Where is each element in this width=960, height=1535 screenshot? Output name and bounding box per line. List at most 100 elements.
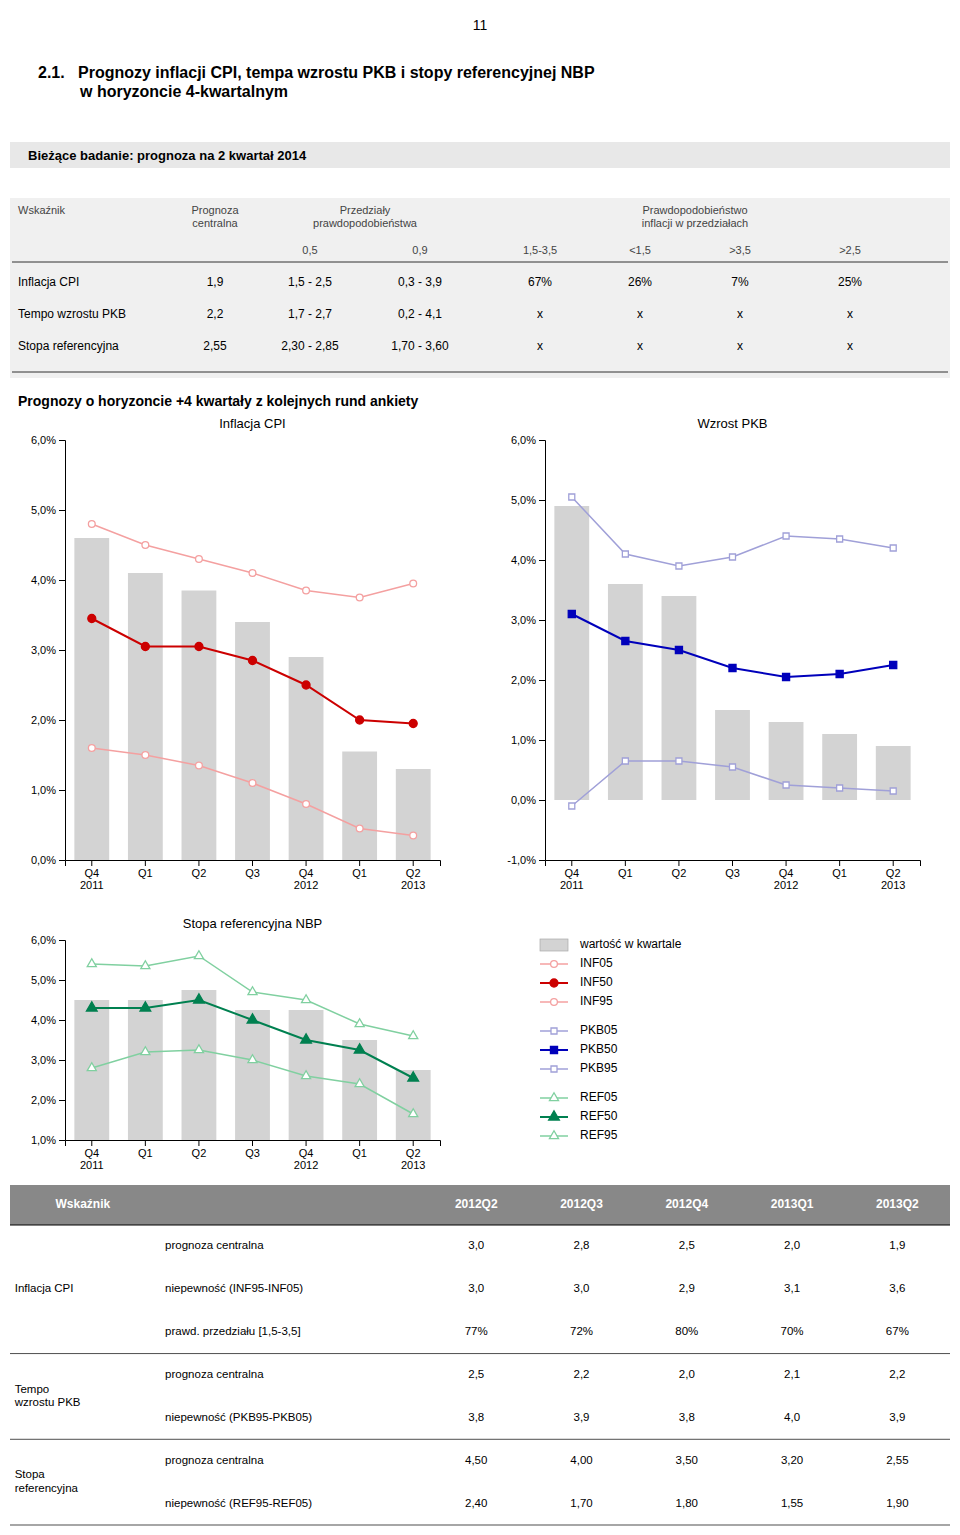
line — [572, 497, 893, 566]
bar — [396, 1070, 431, 1140]
line — [92, 1000, 413, 1078]
tick-label: 2,0% — [511, 674, 536, 686]
bar — [182, 990, 217, 1140]
y-tick: 6,0% — [31, 434, 65, 446]
line — [92, 748, 413, 836]
legend: wartość w kwartaleINF05INF50INF95PKB05PK… — [540, 937, 682, 1142]
table-rule — [12, 372, 948, 373]
tick-mark — [59, 440, 65, 441]
table-cell: 72% — [570, 1325, 593, 1337]
x-tick: Q3 — [245, 1140, 260, 1159]
text-line: 1,9 — [889, 1239, 905, 1251]
y-tick: 6,0% — [511, 434, 545, 446]
table-cell: 4,0 — [784, 1411, 800, 1423]
table-cell: niepewność (REF95-REF05) — [165, 1497, 312, 1509]
table-cell: x — [737, 307, 743, 321]
text-line: 2012 — [774, 879, 798, 891]
text-line: x — [637, 307, 643, 321]
x-tick: Q3 — [245, 860, 260, 879]
legend-swatch — [551, 1066, 557, 1072]
info-table: WskaźnikPrognozacentralnaPrzedziałyprawd… — [10, 198, 950, 378]
y-tick: 0,0% — [511, 794, 545, 806]
legend-item: PKB50 — [540, 1042, 618, 1056]
text-line: 72% — [570, 1325, 593, 1337]
tick-mark — [59, 650, 65, 651]
tick-mark — [198, 1140, 199, 1146]
tick-mark — [571, 860, 572, 866]
tick-mark — [539, 680, 545, 681]
bar-series — [74, 538, 430, 860]
text-line: 11 — [473, 17, 488, 33]
marker — [356, 825, 363, 832]
y-tick: 1,0% — [511, 734, 545, 746]
text-line: 2,40 — [465, 1497, 487, 1509]
text-line: 2,0 — [784, 1239, 800, 1251]
bar — [396, 769, 431, 860]
table-cell: 67% — [886, 1325, 909, 1337]
text-line: 7% — [731, 275, 749, 289]
text-line: 70% — [781, 1325, 804, 1337]
text-line: Q2 — [192, 867, 207, 879]
y-axis: -1,0%0,0%1,0%2,0%3,0%4,0%5,0%6,0% — [507, 434, 545, 866]
text-line: 2,5 — [468, 1368, 484, 1380]
tick-label: 1,0% — [31, 1134, 56, 1146]
x-tick: Q1 — [352, 1140, 367, 1159]
axis-line — [66, 1141, 441, 1147]
table-group-label: Inflacja CPI — [15, 1282, 74, 1294]
text-line: Bieżące badanie: prognoza na 2 kwartał 2… — [28, 148, 307, 163]
chart-title: Stopa referencyjna NBP — [183, 916, 322, 931]
x-tick: Q2 — [192, 1140, 207, 1159]
marker — [622, 637, 629, 644]
text-line: Stopa referencyjna — [18, 339, 119, 353]
x-tick: Q42011 — [80, 860, 104, 891]
text-line: Q4 — [779, 867, 794, 879]
text-line: 3,8 — [679, 1411, 695, 1423]
marker — [196, 762, 203, 769]
tick-label: Q1 — [138, 867, 153, 879]
tick-mark — [59, 510, 65, 511]
legend-label: REF05 — [580, 1090, 618, 1104]
legend-swatch — [549, 1131, 558, 1139]
y-tick: 2,0% — [31, 1094, 65, 1106]
tick-label: 0,0% — [31, 854, 56, 866]
text-line: 3,8 — [468, 1411, 484, 1423]
tick-label: Q1 — [352, 867, 367, 879]
marker — [249, 570, 256, 577]
x-tick: Q1 — [138, 860, 153, 879]
text-line: 2011 — [560, 879, 584, 891]
text-line: INF95 — [580, 994, 613, 1008]
tick-label: 2,0% — [31, 1094, 56, 1106]
text-line: 4,50 — [465, 1454, 487, 1466]
text-line: 1,90 — [886, 1497, 908, 1509]
table-group-label: Stopareferencyjna — [15, 1468, 79, 1494]
marker — [142, 542, 149, 549]
marker — [355, 1079, 364, 1087]
legend-item: REF50 — [540, 1109, 618, 1123]
text-line: Przedziały — [340, 204, 391, 216]
text-line: Wzrost PKB — [697, 416, 767, 431]
axis-line — [66, 861, 441, 867]
table-header: Przedziałyprawdopodobieństwa — [313, 204, 418, 229]
y-tick: 5,0% — [31, 504, 65, 516]
text-line: 0,9 — [412, 244, 427, 256]
table-cell: 2,2 — [889, 1368, 905, 1380]
table-row-label: Tempo wzrostu PKB — [18, 307, 126, 321]
table-cell: 1,7 - 2,7 — [288, 307, 332, 321]
legend-item: PKB95 — [540, 1061, 618, 1075]
tick-label: 5,0% — [31, 974, 56, 986]
table-cell: 3,9 — [574, 1411, 590, 1423]
tick-label: 1,0% — [31, 784, 56, 796]
text-line: x — [847, 307, 853, 321]
marker — [141, 961, 150, 969]
text-line: wartość w kwartale — [579, 937, 682, 951]
marker — [622, 758, 628, 764]
legend-swatch — [550, 979, 558, 987]
text-line: prognoza centralna — [165, 1454, 264, 1466]
table-cell: 3,0 — [574, 1282, 590, 1294]
table-header: 2013Q1 — [771, 1197, 814, 1211]
table-rule — [10, 1525, 950, 1526]
text-line: 2013Q2 — [876, 1197, 919, 1211]
tick-mark — [59, 790, 65, 791]
line — [572, 761, 893, 806]
tick-mark — [59, 940, 65, 941]
